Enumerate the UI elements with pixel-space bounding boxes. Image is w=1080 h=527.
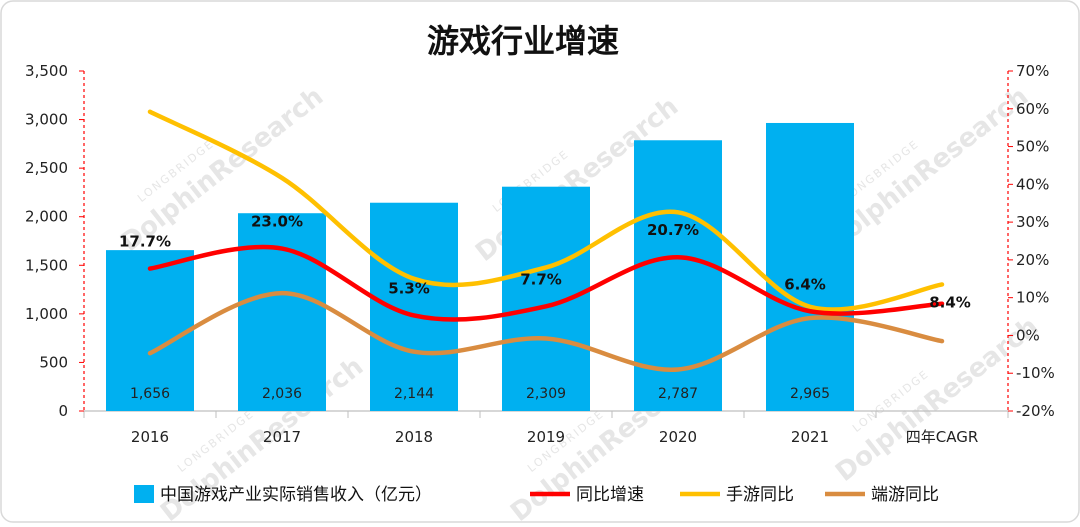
bar xyxy=(766,122,854,411)
category-label: 四年CAGR xyxy=(906,428,979,446)
growth-label: 20.7% xyxy=(647,221,699,239)
growth-label: 23.0% xyxy=(251,213,303,231)
data-labels: 1,656 2,036 2,144 2,309 2,787 2,965 17.7% 23.0%… xyxy=(119,213,971,402)
category-label: 2019 xyxy=(527,428,565,446)
line-series xyxy=(147,109,945,372)
bar-value-label: 2,965 xyxy=(790,386,830,402)
legend-swatch-bar xyxy=(134,485,154,503)
category-label: 2017 xyxy=(263,428,301,446)
legend-pc-label: 端游同比 xyxy=(871,485,939,505)
bar xyxy=(370,202,458,411)
category-label: 2021 xyxy=(791,428,829,446)
bar xyxy=(502,186,590,411)
right-tick-label: 70% xyxy=(1016,62,1049,80)
right-tick-label: 60% xyxy=(1016,100,1049,118)
line-pc-yoy xyxy=(147,290,945,372)
growth-label: 8.4% xyxy=(929,294,971,312)
legend-label-bar: 中国游戏产业实际销售收入（亿元） xyxy=(160,485,432,505)
left-tick-label: 0 xyxy=(58,402,68,420)
bar-value-label: 2,036 xyxy=(262,386,302,402)
category-label: 2020 xyxy=(659,428,697,446)
left-tick-label: 3,500 xyxy=(25,62,68,80)
growth-label: 6.4% xyxy=(784,275,826,293)
legend: 中国游戏产业实际销售收入（亿元） 同比增速 手游同比 端游同比 xyxy=(134,485,939,505)
line-yoy-growth xyxy=(147,244,945,322)
left-tick-label: 1,000 xyxy=(25,305,68,323)
left-tick-label: 500 xyxy=(39,353,68,371)
category-label: 2018 xyxy=(395,428,433,446)
left-tick-label: 2,000 xyxy=(25,208,68,226)
legend-mobile-label: 手游同比 xyxy=(726,485,794,505)
growth-label: 7.7% xyxy=(520,270,562,288)
right-tick-label: 20% xyxy=(1016,251,1049,269)
chart-title: 游戏行业增速 xyxy=(427,22,619,60)
growth-label: 17.7% xyxy=(119,233,171,251)
legend-yoy-label: 同比增速 xyxy=(576,485,644,505)
bar-value-label: 2,144 xyxy=(394,386,434,402)
right-tick-label: 40% xyxy=(1016,175,1049,193)
bar-value-label: 2,309 xyxy=(526,386,566,402)
right-tick-label: -20% xyxy=(1016,402,1055,420)
right-tick-label: 30% xyxy=(1016,213,1049,231)
right-tick-label: 0% xyxy=(1016,326,1040,344)
left-tick-label: 3,000 xyxy=(25,111,68,129)
growth-label: 5.3% xyxy=(388,279,430,297)
line-mobile-yoy xyxy=(147,109,945,312)
right-tick-label: 10% xyxy=(1016,289,1049,307)
bar-value-label: 2,787 xyxy=(658,386,698,402)
right-tick-label: -10% xyxy=(1016,364,1055,382)
bar-value-label: 1,656 xyxy=(130,386,170,402)
bar xyxy=(238,213,326,411)
right-tick-label: 50% xyxy=(1016,138,1049,156)
category-label: 2016 xyxy=(131,428,169,446)
bar-series xyxy=(106,122,854,411)
left-tick-label: 1,500 xyxy=(25,256,68,274)
left-tick-label: 2,500 xyxy=(25,159,68,177)
bar xyxy=(106,250,194,411)
